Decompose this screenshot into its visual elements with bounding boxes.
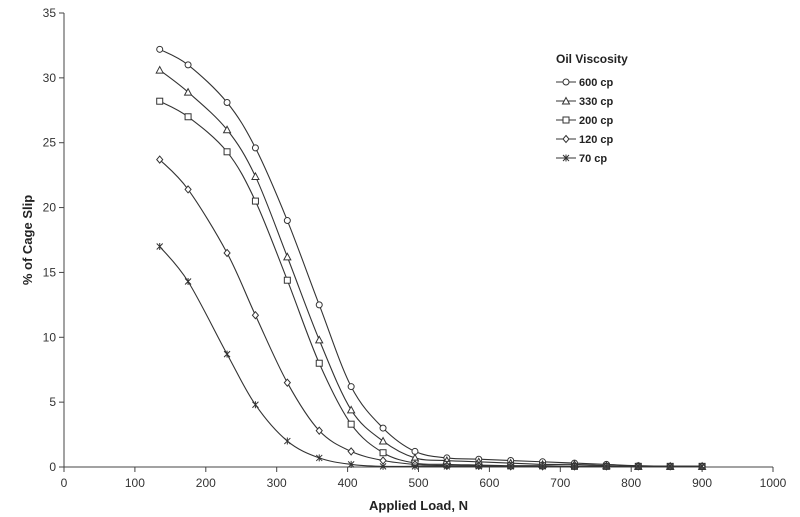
data-point-70-cp (156, 242, 164, 250)
data-point-120-cp (156, 155, 164, 164)
series-200-cp (156, 97, 706, 470)
data-point-330-cp (222, 125, 232, 134)
y-tick-label: 30 (43, 71, 57, 85)
legend-marker-330-cp (561, 96, 571, 105)
data-point-70-cp (666, 462, 674, 470)
data-point-120-cp (251, 310, 260, 320)
legend-title: Oil Viscosity (556, 52, 628, 66)
series-line-120-cp (159, 159, 703, 467)
data-point-200-cp (315, 359, 323, 367)
series-layer (155, 45, 707, 471)
data-point-70-cp (698, 462, 706, 470)
data-point-600-cp (315, 301, 323, 309)
series-600-cp (156, 45, 706, 470)
x-tick-label: 0 (61, 476, 68, 490)
data-point-200-cp (251, 197, 259, 205)
data-point-70-cp (634, 462, 642, 470)
data-point-70-cp (315, 454, 323, 462)
legend-label: 330 cp (579, 96, 614, 108)
data-point-330-cp (314, 335, 324, 344)
data-point-70-cp (184, 278, 192, 286)
series-line-70-cp (159, 246, 703, 468)
x-tick-label: 700 (550, 476, 570, 490)
y-tick-label: 5 (49, 395, 56, 409)
x-tick-label: 500 (408, 476, 428, 490)
data-point-70-cp (252, 401, 259, 409)
data-point-70-cp (443, 462, 451, 470)
data-point-200-cp (347, 420, 355, 428)
x-axis-title: Applied Load, N (369, 498, 468, 513)
y-tick-label: 10 (43, 330, 57, 344)
y-tick-label: 15 (43, 265, 57, 279)
data-point-70-cp (603, 462, 610, 470)
x-tick-label: 400 (338, 476, 358, 490)
data-point-330-cp (183, 87, 193, 96)
legend-marker-600-cp (562, 78, 570, 86)
data-point-200-cp (379, 449, 387, 457)
data-point-200-cp (184, 113, 192, 121)
series-330-cp (155, 65, 707, 470)
data-point-600-cp (379, 424, 387, 432)
data-point-330-cp (378, 436, 388, 445)
data-point-600-cp (251, 144, 259, 152)
x-tick-label: 200 (196, 476, 216, 490)
data-point-120-cp (347, 447, 355, 456)
series-70-cp (156, 242, 706, 470)
x-tick-label: 300 (267, 476, 287, 490)
data-point-70-cp (507, 462, 515, 470)
data-point-70-cp (379, 462, 387, 470)
data-point-330-cp (155, 65, 165, 74)
legend-entry-120-cp: 120 cp (556, 134, 614, 146)
data-point-600-cp (347, 383, 355, 391)
data-point-330-cp (346, 405, 356, 414)
data-point-600-cp (223, 99, 231, 107)
data-point-200-cp (156, 97, 164, 105)
axes: 0 100 200 300 400 500 600 700 800 900 1000 0 5 10 15 20… (43, 6, 787, 490)
legend-marker-70-cp (562, 154, 570, 162)
series-line-330-cp (159, 69, 703, 467)
data-point-330-cp (282, 252, 292, 261)
legend-entry-200-cp: 200 cp (556, 115, 614, 127)
y-axis-title: % of Cage Slip (20, 195, 35, 285)
data-point-70-cp (539, 462, 546, 470)
legend-entry-330-cp: 330 cp (556, 96, 614, 108)
data-point-600-cp (184, 61, 192, 69)
legend-label: 120 cp (579, 134, 614, 146)
y-tick-label: 25 (43, 136, 57, 150)
x-tick-label: 100 (125, 476, 145, 490)
legend-entry-600-cp: 600 cp (556, 77, 614, 89)
data-point-70-cp (347, 460, 355, 468)
series-line-600-cp (159, 48, 703, 467)
x-tick-label: 600 (479, 476, 499, 490)
data-point-70-cp (411, 462, 419, 470)
x-tick-label: 900 (692, 476, 712, 490)
legend-label: 70 cp (579, 153, 607, 165)
data-point-120-cp (184, 185, 192, 194)
data-point-600-cp (156, 45, 164, 53)
y-tick-label: 35 (43, 6, 57, 20)
legend-label: 200 cp (579, 115, 614, 127)
data-point-200-cp (223, 148, 231, 156)
data-point-200-cp (283, 276, 291, 284)
x-tick-label: 1000 (760, 476, 787, 490)
y-tick-label: 0 (49, 460, 56, 474)
legend-marker-120-cp (562, 134, 570, 144)
data-point-70-cp (571, 462, 578, 470)
data-point-330-cp (251, 171, 260, 180)
legend-label: 600 cp (579, 77, 614, 89)
data-point-120-cp (283, 378, 291, 387)
data-point-120-cp (223, 248, 231, 258)
series-120-cp (156, 155, 706, 471)
data-point-120-cp (315, 426, 323, 435)
data-point-70-cp (223, 350, 231, 358)
x-tick-label: 800 (621, 476, 641, 490)
data-point-70-cp (475, 462, 483, 470)
legend-entry-70-cp: 70 cp (556, 153, 607, 165)
legend: Oil Viscosity 600 cp 330 cp 200 cp 120 cp 70… (556, 52, 628, 165)
legend-marker-200-cp (562, 116, 570, 124)
data-point-600-cp (283, 217, 291, 225)
data-point-70-cp (283, 437, 291, 445)
y-tick-label: 20 (43, 201, 57, 215)
